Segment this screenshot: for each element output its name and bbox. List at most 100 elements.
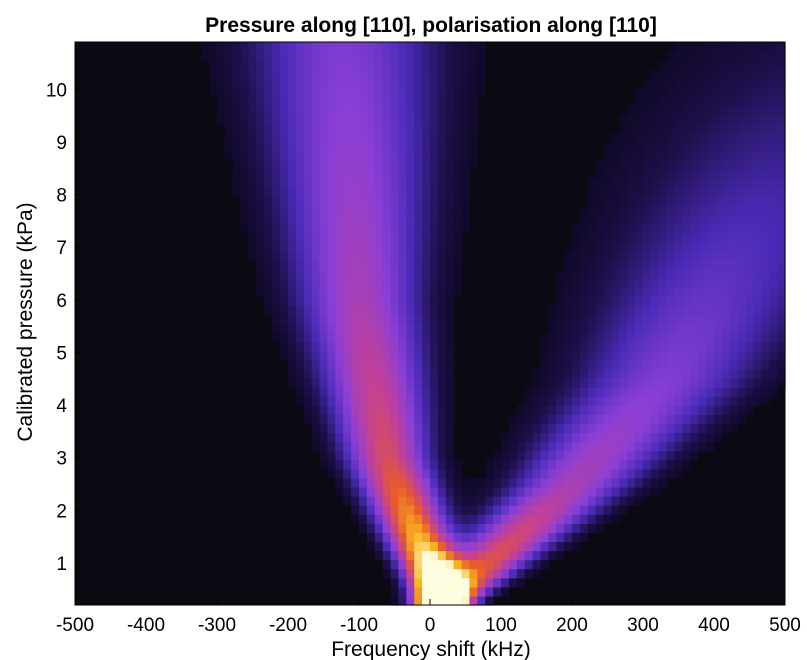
heatmap-cell	[604, 269, 612, 279]
heatmap-cell	[312, 96, 320, 106]
heatmap-cell	[769, 305, 777, 315]
heatmap-cell	[604, 487, 612, 497]
heatmap-cell	[391, 215, 399, 225]
heatmap-cell	[430, 133, 438, 143]
heatmap-cell	[627, 314, 635, 324]
heatmap-cell	[572, 387, 580, 397]
heatmap-cell	[414, 51, 422, 61]
heatmap-cell	[422, 278, 430, 288]
heatmap-cell	[635, 460, 643, 470]
heatmap-cell	[351, 160, 359, 170]
heatmap-cell	[406, 251, 414, 261]
heatmap-cell	[611, 151, 619, 161]
heatmap-cell	[572, 505, 580, 515]
heatmap-cell	[398, 324, 406, 334]
heatmap-cell	[469, 51, 477, 61]
heatmap-cell	[651, 142, 659, 152]
heatmap-cell	[580, 215, 588, 225]
heatmap-cell	[635, 233, 643, 243]
heatmap-cell	[359, 432, 367, 442]
heatmap-cell	[288, 187, 296, 197]
heatmap-cell	[469, 523, 477, 533]
heatmap-cell	[667, 387, 675, 397]
heatmap-cell	[722, 87, 730, 97]
heatmap-cell	[335, 169, 343, 179]
heatmap-cell	[430, 205, 438, 215]
heatmap-cell	[659, 60, 667, 70]
heatmap-cell	[556, 460, 564, 470]
heatmap-cell	[391, 505, 399, 515]
heatmap-cell	[698, 342, 706, 352]
heatmap-cell	[477, 87, 485, 97]
heatmap-cell	[398, 505, 406, 515]
heatmap-cell	[256, 260, 264, 270]
heatmap-cell	[272, 51, 280, 61]
heatmap-cell	[690, 187, 698, 197]
heatmap-cell	[414, 69, 422, 79]
heatmap-cell	[604, 460, 612, 470]
heatmap-cell	[588, 296, 596, 306]
heatmap-cell	[398, 51, 406, 61]
heatmap-cell	[485, 478, 493, 488]
heatmap-cell	[272, 87, 280, 97]
heatmap-cell	[335, 342, 343, 352]
heatmap-cell	[580, 224, 588, 234]
heatmap-cell	[264, 42, 272, 52]
heatmap-cell	[627, 178, 635, 188]
heatmap-cell	[564, 351, 572, 361]
heatmap-cell	[398, 351, 406, 361]
heatmap-cell	[540, 414, 548, 424]
heatmap-cell	[667, 378, 675, 388]
heatmap-cell	[391, 106, 399, 116]
heatmap-cell	[383, 496, 391, 506]
heatmap-cell	[296, 60, 304, 70]
heatmap-cell	[288, 78, 296, 88]
heatmap-cell	[777, 305, 785, 315]
heatmap-cell	[430, 51, 438, 61]
heatmap-cell	[698, 42, 706, 52]
heatmap-cell	[296, 205, 304, 215]
heatmap-cell	[675, 224, 683, 234]
heatmap-cell	[375, 432, 383, 442]
heatmap-cell	[619, 442, 627, 452]
heatmap-cell	[446, 378, 454, 388]
heatmap-cell	[327, 160, 335, 170]
heatmap-cell	[280, 124, 288, 134]
heatmap-cell	[659, 69, 667, 79]
heatmap-cell	[761, 151, 769, 161]
heatmap-cell	[746, 333, 754, 343]
heatmap-cell	[241, 196, 249, 206]
heatmap-cell	[596, 405, 604, 415]
heatmap-cell	[414, 551, 422, 561]
heatmap-cell	[682, 342, 690, 352]
heatmap-cell	[611, 514, 619, 524]
heatmap-cell	[753, 342, 761, 352]
heatmap-cell	[596, 169, 604, 179]
heatmap-cell	[383, 378, 391, 388]
heatmap-cell	[391, 423, 399, 433]
heatmap-cell	[359, 360, 367, 370]
heatmap-cell	[351, 106, 359, 116]
heatmap-cell	[588, 414, 596, 424]
heatmap-cell	[761, 269, 769, 279]
heatmap-cell	[588, 514, 596, 524]
heatmap-cell	[304, 342, 312, 352]
heatmap-cell	[383, 96, 391, 106]
heatmap-cell	[572, 260, 580, 270]
heatmap-cell	[209, 78, 217, 88]
heatmap-cell	[249, 142, 257, 152]
heatmap-cell	[462, 569, 470, 579]
heatmap-cell	[627, 442, 635, 452]
heatmap-cell	[343, 387, 351, 397]
heatmap-cell	[359, 133, 367, 143]
heatmap-cell	[596, 305, 604, 315]
heatmap-cell	[343, 124, 351, 134]
heatmap-cell	[375, 387, 383, 397]
heatmap-cell	[241, 151, 249, 161]
heatmap-cell	[414, 342, 422, 352]
heatmap-cell	[249, 233, 257, 243]
heatmap-cell	[477, 60, 485, 70]
heatmap-cell	[682, 60, 690, 70]
heatmap-cell	[682, 442, 690, 452]
heatmap-cell	[327, 260, 335, 270]
